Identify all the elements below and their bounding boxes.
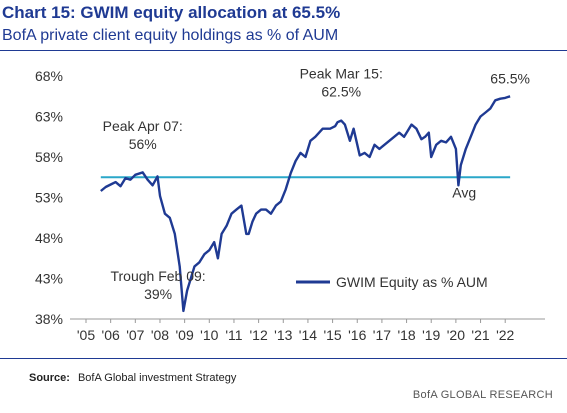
annotation-label: 39% [144,286,172,302]
x-tick-label: '16 [348,327,366,343]
annotation-label: 65.5% [490,70,530,86]
x-tick-label: '22 [496,327,514,343]
x-tick-label: '10 [200,327,218,343]
x-tick-label: '18 [397,327,415,343]
x-tick-label: '06 [102,327,120,343]
annotation-label: Avg [452,184,476,200]
y-tick-label: 63% [35,109,63,125]
x-tick-label: '15 [323,327,341,343]
y-tick-label: 58% [35,149,63,165]
x-tick-label: '17 [373,327,391,343]
annotation-label: Peak Apr 07: [103,118,183,134]
source-text: BofA Global investment Strategy [77,372,237,384]
header-divider [0,50,567,51]
chart-title: Chart 15: GWIM equity allocation at 65.5… [2,3,341,22]
source-label: Source: [29,372,70,384]
annotations: Peak Apr 07: 56% Peak Mar 15: 62.5% Trough F… [103,66,530,302]
y-tick-label: 68% [35,68,63,84]
x-tick-label: '11 [225,327,242,343]
x-tick-label: '05 [77,327,95,343]
brand-label: BofA GLOBAL RESEARCH [412,389,553,401]
x-axis: '05 '06 '07 '08 '09 '10 '11 '12 '13 '14 '15 '16 '17 '… [77,319,515,343]
x-tick-label: '09 [176,327,194,343]
x-tick-label: '14 [299,327,317,343]
source-note: Source: BofA Global investment Strategy [29,372,236,384]
y-tick-label: 38% [35,311,63,327]
line-chart: 38% 43% 48% 53% 58% 63% 68% '05 '06 '07 '08 '09 '10… [35,66,545,343]
footer-divider [0,358,567,359]
x-tick-label: '19 [422,327,440,343]
chart-subtitle: BofA private client equity holdings as %… [2,27,339,44]
x-tick-label: '21 [471,327,489,343]
y-tick-label: 53% [35,190,63,206]
legend-label: GWIM Equity as % AUM [336,274,488,290]
annotation-label: 62.5% [321,84,361,100]
x-tick-label: '12 [249,327,267,343]
annotation-label: 56% [129,136,157,152]
y-tick-label: 43% [35,271,63,287]
series-line-gwim-equity [100,95,511,313]
y-tick-label: 48% [35,230,63,246]
x-tick-label: '07 [126,327,144,343]
x-tick-label: '13 [274,327,292,343]
x-tick-label: '20 [447,327,465,343]
annotation-label: Trough Feb 09: [110,268,205,284]
annotation-label: Peak Mar 15: [300,66,383,82]
x-tick-label: '08 [151,327,169,343]
y-axis: 38% 43% 48% 53% 58% 63% 68% [35,68,63,327]
legend: GWIM Equity as % AUM [296,274,488,290]
